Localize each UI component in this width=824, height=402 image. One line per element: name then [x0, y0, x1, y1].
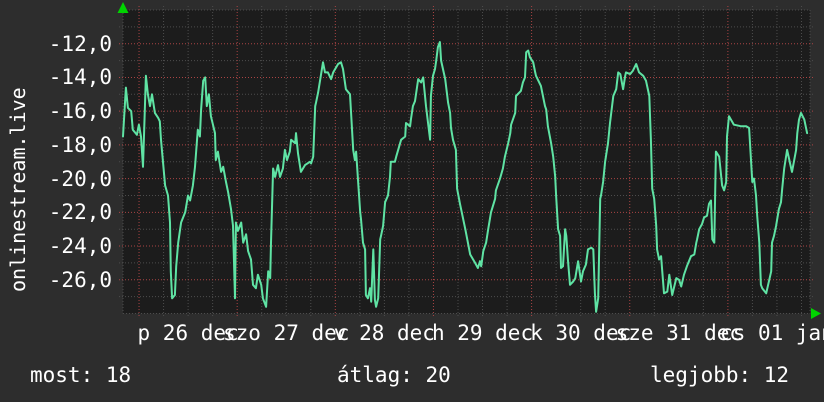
y-tick-label: -16,0 — [48, 99, 112, 124]
x-day-label: v 28 dec — [333, 321, 435, 345]
stat-average: átlag: 20 — [337, 363, 451, 387]
x-day-label: h 29 dec — [431, 321, 534, 345]
y-tick-label: -20,0 — [48, 166, 112, 191]
x-day-label: szo 27 dec — [223, 321, 350, 345]
stat-now: most: 18 — [30, 363, 132, 387]
data-line — [122, 41, 809, 313]
y-tick-label: -14,0 — [48, 65, 112, 90]
x-day-label: sze 31 dec — [615, 321, 743, 345]
x-day-label: p 26 dec — [137, 321, 239, 345]
plot-area — [123, 10, 810, 314]
y-tick-label: -24,0 — [48, 234, 112, 259]
x-axis-arrow-icon — [811, 308, 821, 319]
y-axis-arrow-icon — [117, 2, 129, 13]
y-tick-label: -12,0 — [48, 31, 112, 56]
y-tick-label: -26,0 — [48, 267, 112, 292]
y-tick-label: -22,0 — [48, 200, 112, 225]
y-tick-label: -18,0 — [48, 132, 112, 157]
x-day-label: k 30 dec — [530, 321, 632, 345]
x-day-label: cs 01 jan — [720, 321, 824, 345]
stat-best: legjobb: 12 — [650, 363, 790, 387]
